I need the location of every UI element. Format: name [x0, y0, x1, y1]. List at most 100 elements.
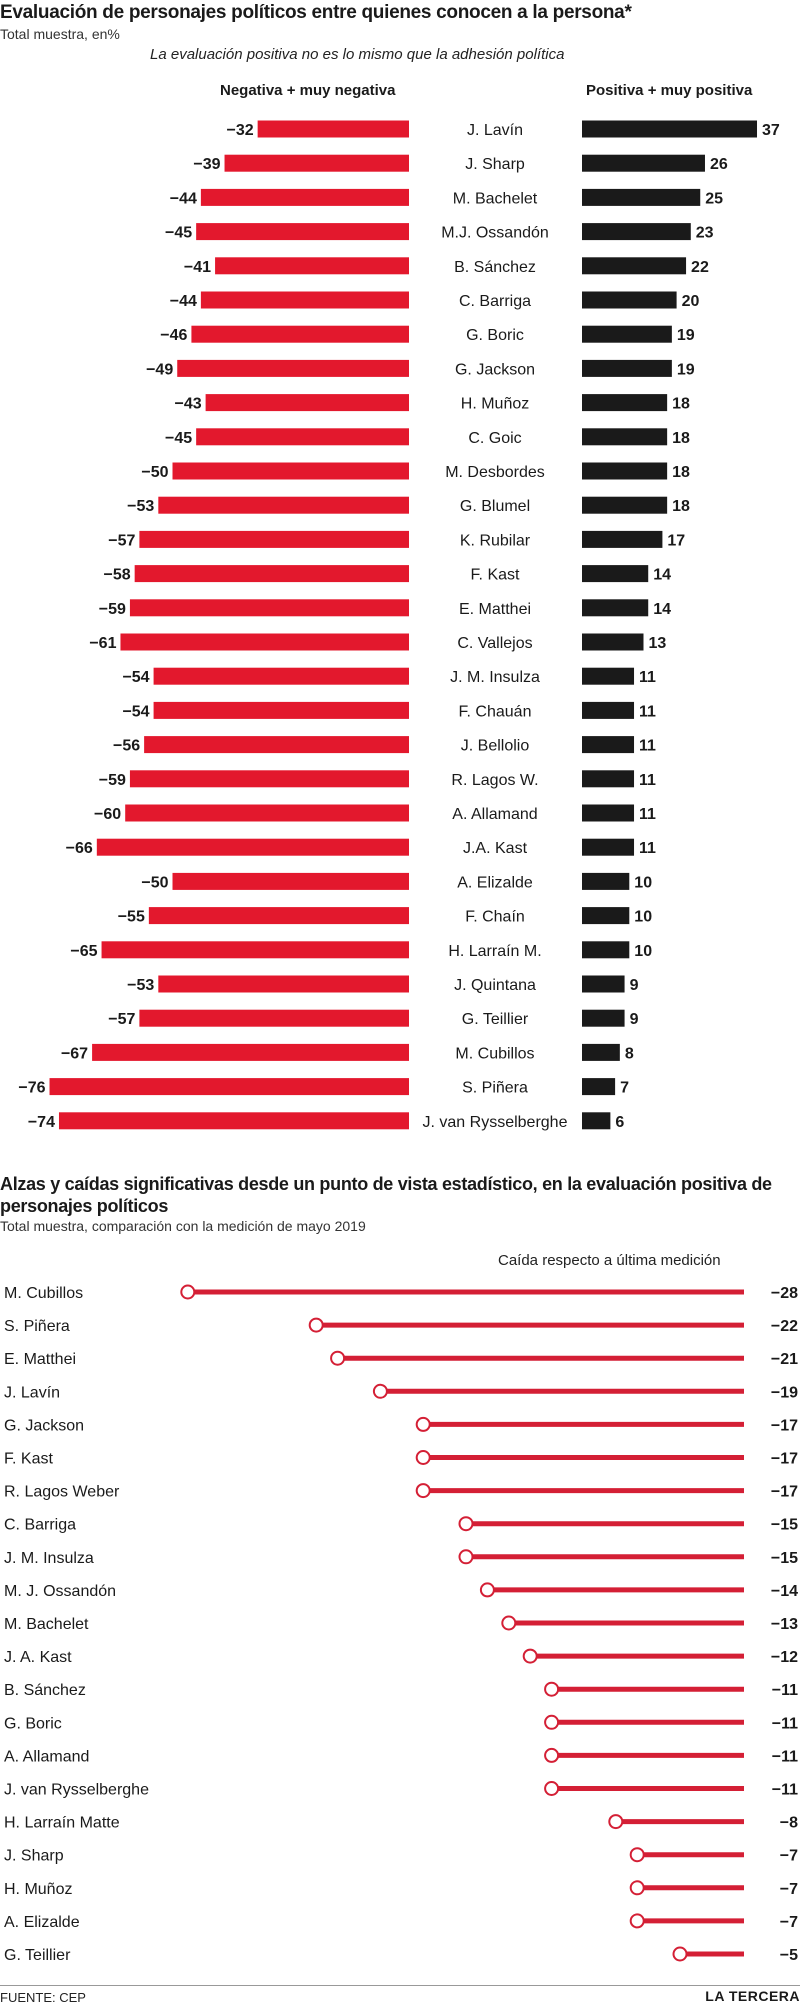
- positive-bar: [582, 941, 630, 959]
- dumbbell-start-point: [415, 1450, 431, 1465]
- dumbbell-value-label: −13: [771, 1616, 798, 1633]
- dumbbell-start-point: [330, 1350, 346, 1366]
- positive-bar: [582, 565, 649, 583]
- dumbbell-start-point: [180, 1284, 196, 1300]
- negative-value-label: −74: [28, 1114, 55, 1131]
- dumbbell-value-label: −19: [771, 1384, 798, 1401]
- negative-bar: [200, 188, 409, 206]
- chart2-title: Alzas y caídas significativas desde un p…: [0, 1174, 772, 1216]
- negative-value-label: −57: [108, 1011, 135, 1028]
- dumbbell-start-point: [544, 1781, 560, 1796]
- positive-value-label: 11: [639, 738, 656, 755]
- positive-bar: [582, 599, 649, 617]
- negative-bar: [101, 941, 410, 959]
- negative-value-label: −45: [165, 430, 192, 447]
- category-label: J. Sharp: [465, 156, 525, 173]
- dumbbell-start-point: [544, 1681, 560, 1697]
- dumbbell-label: S. Piñera: [4, 1318, 70, 1335]
- negative-bar: [191, 325, 409, 343]
- positive-value-label: 11: [639, 703, 656, 720]
- positive-value-label: 10: [634, 909, 652, 926]
- dumbbell-value-label: −14: [771, 1583, 798, 1600]
- negative-value-label: −32: [226, 122, 253, 139]
- category-label: H. Muñoz: [461, 396, 529, 413]
- positive-value-label: 18: [672, 464, 690, 481]
- positive-bar: [582, 394, 668, 412]
- dumbbell-label: J. Sharp: [4, 1848, 64, 1865]
- dumbbell-start-point: [544, 1714, 560, 1730]
- dumbbell-start-point: [372, 1383, 388, 1399]
- dumbbell-value-label: −28: [771, 1285, 798, 1302]
- positive-value-label: 11: [639, 669, 656, 686]
- dumbbell-start-point: [458, 1549, 474, 1565]
- negative-value-label: −54: [122, 703, 149, 720]
- positive-value-label: 22: [691, 259, 709, 276]
- positive-bar: [582, 633, 644, 651]
- negative-value-label: −66: [66, 840, 93, 857]
- category-label: M. Desbordes: [445, 464, 545, 481]
- negative-value-label: −55: [118, 909, 145, 926]
- dumbbell-start-point: [308, 1317, 324, 1333]
- negative-value-label: −41: [184, 259, 211, 276]
- positive-value-label: 6: [615, 1114, 624, 1131]
- dumbbell-value-label: −22: [771, 1318, 798, 1335]
- positive-bar: [582, 907, 630, 925]
- negative-bar: [158, 975, 409, 993]
- category-label: K. Rubilar: [460, 532, 531, 549]
- category-label: J. van Rysselberghe: [423, 1114, 568, 1131]
- positive-value-label: 11: [639, 772, 656, 789]
- dumbbell-label: E. Matthei: [4, 1351, 76, 1368]
- dumbbell-label: J. van Rysselberghe: [4, 1782, 149, 1799]
- negative-value-label: −59: [99, 601, 126, 618]
- negative-bar: [153, 701, 409, 719]
- category-label: F. Chaín: [465, 909, 525, 926]
- negative-bar: [172, 462, 409, 480]
- positive-value-label: 9: [630, 977, 639, 994]
- positive-value-label: 11: [639, 840, 656, 857]
- category-label: J. M. Insulza: [450, 669, 540, 686]
- negative-bar: [158, 496, 409, 514]
- dumbbell-start-point: [415, 1483, 431, 1499]
- positive-bar: [582, 667, 635, 685]
- dumbbell-value-label: −17: [771, 1451, 798, 1468]
- dumbbell-start-point: [415, 1416, 431, 1432]
- negative-header: Negativa + muy negativa: [220, 82, 396, 99]
- category-label: C. Barriga: [459, 293, 531, 310]
- category-label: H. Larraín M.: [448, 943, 541, 960]
- dumbbell-value-label: −7: [780, 1914, 798, 1931]
- chart1-title: Evaluación de personajes políticos entre…: [0, 2, 632, 23]
- positive-bar: [582, 120, 758, 138]
- negative-bar: [134, 565, 409, 583]
- dumbbell-label: G. Boric: [4, 1715, 62, 1732]
- negative-value-label: −44: [170, 293, 197, 310]
- positive-header: Positiva + muy positiva: [586, 82, 753, 99]
- dumbbell-label: M. Bachelet: [4, 1616, 89, 1633]
- negative-bar: [139, 530, 409, 548]
- positive-bar: [582, 838, 635, 856]
- negative-value-label: −60: [94, 806, 121, 823]
- positive-bar: [582, 975, 625, 993]
- positive-bar: [582, 462, 668, 480]
- negative-bar: [257, 120, 409, 138]
- positive-bar: [582, 1009, 625, 1027]
- negative-bar: [196, 223, 409, 241]
- positive-bar: [582, 325, 672, 343]
- negative-value-label: −50: [141, 464, 168, 481]
- source-note: FUENTE: CEP: [0, 1990, 86, 2005]
- negative-bar: [205, 394, 409, 412]
- dumbbell-label: A. Allamand: [4, 1748, 89, 1765]
- dumbbell-start-point: [544, 1747, 560, 1763]
- negative-value-label: −59: [99, 772, 126, 789]
- positive-bar: [582, 257, 687, 275]
- positive-bar: [582, 1112, 611, 1130]
- positive-value-label: 18: [672, 430, 690, 447]
- positive-bar: [582, 496, 668, 514]
- negative-bar: [58, 1112, 409, 1130]
- negative-bar: [96, 838, 409, 856]
- positive-value-label: 20: [682, 293, 700, 310]
- dumbbell-label: G. Jackson: [4, 1417, 84, 1434]
- negative-bar: [129, 770, 409, 788]
- positive-value-label: 17: [667, 532, 685, 549]
- positive-value-label: 14: [653, 601, 671, 618]
- negative-bar: [177, 359, 409, 377]
